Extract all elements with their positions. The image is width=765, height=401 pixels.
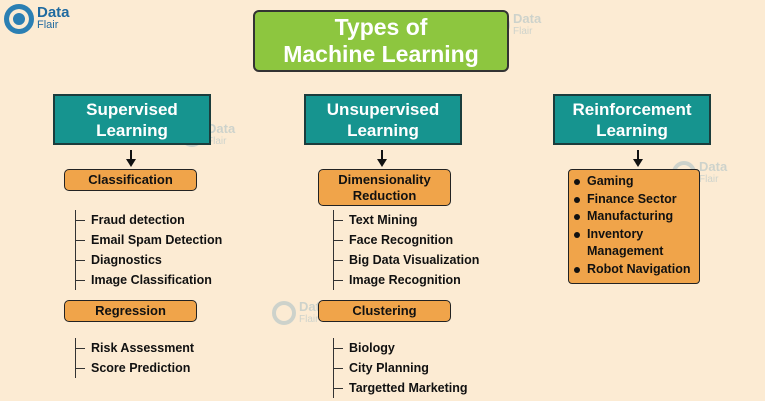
list-item: Diagnostics — [76, 250, 222, 270]
arrow-down-icon — [633, 150, 643, 168]
dataflair-logo-icon — [4, 4, 34, 34]
clustering-box: Clustering — [318, 300, 451, 322]
title-line1: Types of — [334, 14, 428, 40]
reinforcement-applications-box: Gaming Finance Sector Manufacturing Inve… — [568, 169, 700, 284]
arrow-down-icon — [377, 150, 387, 168]
logo-line1: Data — [37, 4, 70, 21]
clustering-list: Biology City Planning Targetted Marketin… — [333, 338, 468, 398]
classification-box: Classification — [64, 169, 197, 191]
diagram-title: Types of Machine Learning — [253, 10, 509, 72]
list-item-continuation: Management — [587, 244, 664, 258]
list-item: City Planning — [334, 358, 468, 378]
watermark-line2: Flair — [207, 136, 227, 147]
list-item: Targetted Marketing — [334, 378, 468, 398]
watermark-line1: Data — [699, 159, 728, 174]
unsupervised-learning-box: Unsupervised Learning — [304, 94, 462, 145]
list-item: Biology — [334, 338, 468, 358]
logo-line2: Flair — [37, 19, 59, 31]
list-item: Face Recognition — [334, 230, 479, 250]
watermark-line1: Data — [513, 11, 542, 26]
watermark-logo-icon — [272, 301, 296, 325]
regression-list: Risk Assessment Score Prediction — [75, 338, 194, 378]
watermark-line2: Flair — [299, 314, 319, 325]
classification-list: Fraud detection Email Spam Detection Dia… — [75, 210, 222, 290]
list-item: Finance Sector — [573, 191, 699, 209]
arrow-down-icon — [126, 150, 136, 168]
watermark-line2: Flair — [513, 26, 533, 37]
list-item: Score Prediction — [76, 358, 194, 378]
list-item: Text Mining — [334, 210, 479, 230]
list-item: Image Recognition — [334, 270, 479, 290]
reinforcement-learning-box: Reinforcement Learning — [553, 94, 711, 145]
watermark-line1: Data — [207, 121, 236, 136]
list-item: Email Spam Detection — [76, 230, 222, 250]
supervised-learning-box: Supervised Learning — [53, 94, 211, 145]
list-item: Risk Assessment — [76, 338, 194, 358]
dimensionality-reduction-box: Dimensionality Reduction — [318, 169, 451, 206]
list-item: Big Data Visualization — [334, 250, 479, 270]
watermark-line2: Flair — [699, 174, 719, 185]
title-line2: Machine Learning — [283, 41, 479, 67]
list-item: Inventory — [573, 226, 699, 244]
dataflair-logo: Data Flair — [4, 4, 70, 34]
dimensionality-list: Text Mining Face Recognition Big Data Vi… — [333, 210, 479, 290]
regression-box: Regression — [64, 300, 197, 322]
list-item: Gaming — [573, 173, 699, 191]
list-item: Image Classification — [76, 270, 222, 290]
list-item: Fraud detection — [76, 210, 222, 230]
list-item: Manufacturing — [573, 208, 699, 226]
list-item: Robot Navigation — [573, 261, 699, 279]
